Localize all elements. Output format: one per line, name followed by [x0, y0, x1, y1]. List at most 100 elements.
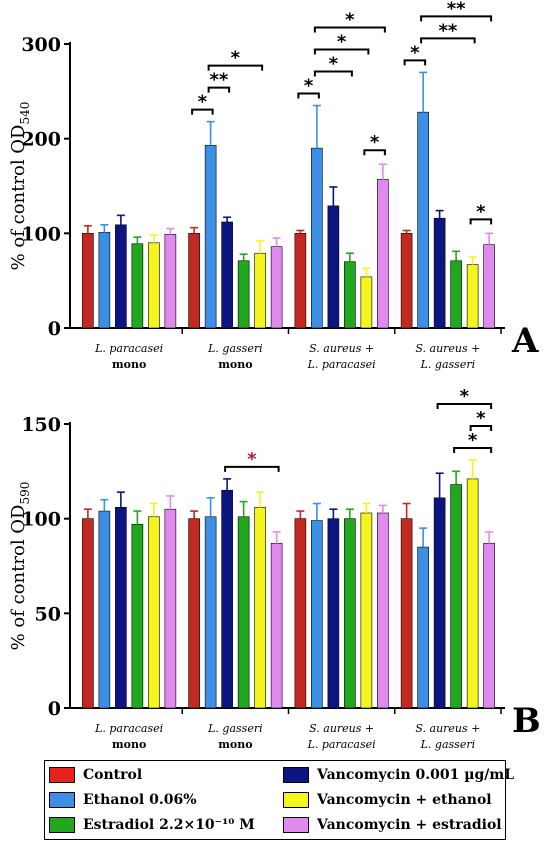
group-label: S. aureus +	[309, 342, 374, 355]
significance-bracket	[469, 218, 493, 225]
legend-item-vancomycin-ethanol: Vancomycin + ethanol	[283, 790, 492, 810]
bar	[311, 147, 323, 329]
legend-label: Vancomycin + estradiol	[317, 817, 502, 833]
legend-swatch	[49, 792, 75, 808]
bar	[311, 520, 323, 709]
bar	[417, 111, 429, 329]
significance-bracket	[469, 424, 493, 431]
group-label: L. gasseri	[207, 722, 262, 735]
y-tick-label: 300	[21, 34, 61, 56]
significance-bracket	[420, 15, 493, 22]
significance-label: *	[329, 54, 339, 75]
group-sublabel: mono	[218, 738, 252, 751]
legend-item-vancomycin: Vancomycin 0.001 µg/mL	[283, 765, 514, 785]
legend-item-vancomycin-estradiol: Vancomycin + estradiol	[283, 815, 502, 835]
significance-label: *	[410, 42, 420, 63]
bar	[237, 260, 250, 329]
significance-bracket	[436, 402, 493, 409]
significance-label: *	[370, 132, 380, 153]
legend-label: Control	[83, 767, 143, 783]
bar	[204, 516, 217, 709]
significance-bracket	[453, 446, 493, 453]
bar	[377, 512, 389, 709]
bar	[82, 233, 94, 329]
bar	[148, 516, 160, 709]
chart-panel-b: 0 50 100 150 % of control OD590 B L. paracasei…	[8, 386, 541, 751]
bar	[98, 232, 111, 329]
legend-label: Estradiol 2.2×10⁻¹⁰ M	[83, 817, 255, 833]
group-sublabel: mono	[112, 358, 146, 371]
legend-swatch	[49, 767, 75, 783]
y-tick-label: 0	[48, 318, 61, 340]
significance-bracket	[420, 37, 476, 44]
bar	[148, 242, 160, 329]
significance-label: *	[198, 92, 208, 113]
group-sublabel: L. paracasei	[307, 738, 376, 751]
bar	[164, 233, 177, 329]
bar	[433, 497, 446, 709]
bar	[344, 261, 356, 329]
y-tick-label: 50	[35, 603, 61, 625]
group-sublabel: mono	[218, 358, 252, 371]
bar	[466, 264, 479, 329]
significance-bracket	[313, 26, 386, 33]
bar	[164, 508, 177, 709]
significance-bracket	[191, 108, 214, 115]
group-sublabel: L. gasseri	[420, 358, 475, 371]
bar	[82, 518, 94, 709]
significance-label: *	[476, 201, 486, 222]
bar	[131, 524, 144, 709]
bar	[377, 179, 389, 329]
significance-bracket	[363, 149, 386, 156]
bar	[237, 516, 250, 709]
group-label: S. aureus +	[415, 342, 480, 355]
bar	[483, 542, 495, 709]
bar	[204, 144, 217, 329]
legend-label: Ethanol 0.06%	[83, 792, 197, 808]
group-label: S. aureus +	[415, 722, 480, 735]
significance-label: *	[345, 10, 355, 31]
bar	[270, 542, 283, 709]
bar	[327, 205, 340, 329]
group-label: L. paracasei	[94, 342, 163, 355]
significance-label: *	[476, 408, 486, 429]
significance-label: **	[209, 70, 228, 91]
bar	[188, 518, 200, 709]
y-tick-label: 150	[21, 414, 61, 436]
bar	[360, 512, 373, 709]
legend-swatch	[283, 817, 309, 833]
y-tick-label: 200	[21, 129, 61, 151]
legend-swatch	[283, 792, 309, 808]
significance-label: *	[468, 430, 478, 451]
bar	[466, 478, 479, 709]
bar	[254, 252, 266, 329]
y-tick-label: 100	[21, 223, 61, 245]
bar	[433, 217, 446, 329]
bar	[400, 518, 413, 709]
significance-bracket	[224, 465, 280, 472]
bar	[115, 507, 127, 709]
y-tick-label: 100	[21, 509, 61, 531]
bar	[400, 233, 413, 329]
bar	[221, 489, 233, 709]
bar	[483, 244, 495, 329]
bar	[344, 518, 356, 709]
significance-bracket	[297, 92, 320, 99]
group-label: L. paracasei	[94, 722, 163, 735]
y-axis-label: % of control OD590	[8, 482, 32, 651]
bar	[131, 243, 144, 329]
significance-label: *	[460, 386, 470, 407]
figure-canvas: 0 100 200 300 % of control OD540 A L. paracase…	[8, 0, 541, 751]
legend-label: Vancomycin 0.001 µg/mL	[317, 767, 515, 783]
bar	[188, 233, 200, 329]
legend-swatch	[283, 767, 309, 783]
legend-item-control: Control	[49, 765, 142, 785]
panel-letter: B	[512, 701, 541, 741]
bar	[450, 484, 462, 709]
legend-label: Vancomycin + ethanol	[317, 792, 492, 808]
bar	[254, 507, 266, 709]
legend-item-estradiol: Estradiol 2.2×10⁻¹⁰ M	[49, 815, 255, 835]
significance-bracket	[207, 86, 231, 93]
bar	[270, 246, 283, 329]
group-label: L. gasseri	[207, 342, 262, 355]
